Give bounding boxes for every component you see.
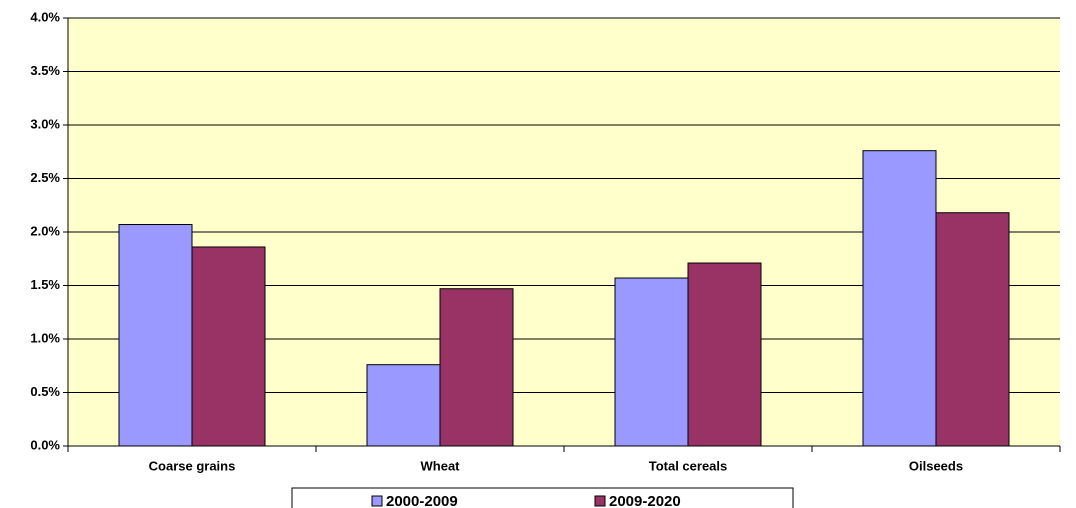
- y-tick-label: 1.5%: [30, 277, 60, 292]
- bar: [687, 262, 762, 447]
- bar: [191, 246, 266, 447]
- y-tick-label: 0.0%: [30, 437, 60, 452]
- x-tick-label: Total cereals: [649, 458, 728, 473]
- y-tick-label: 1.0%: [30, 330, 60, 345]
- legend-swatch: [594, 495, 606, 507]
- legend-swatch: [371, 495, 383, 507]
- legend-label: 2009-2020: [609, 493, 681, 508]
- bar: [862, 150, 937, 447]
- x-tick-label: Coarse grains: [149, 458, 236, 473]
- x-tick-label: Wheat: [421, 458, 461, 473]
- legend-label: 2000-2009: [386, 493, 458, 508]
- bar: [614, 277, 689, 447]
- legend-box: [291, 487, 794, 508]
- y-tick-label: 3.0%: [30, 116, 60, 131]
- bar: [118, 224, 193, 447]
- x-tick-label: Oilseeds: [909, 458, 963, 473]
- bar: [439, 288, 514, 447]
- y-tick-label: 3.5%: [30, 63, 60, 78]
- bar: [366, 364, 441, 447]
- y-tick-label: 0.5%: [30, 384, 60, 399]
- y-tick-label: 4.0%: [30, 9, 60, 24]
- y-tick-label: 2.5%: [30, 170, 60, 185]
- bar: [935, 212, 1010, 447]
- y-tick-label: 2.0%: [30, 223, 60, 238]
